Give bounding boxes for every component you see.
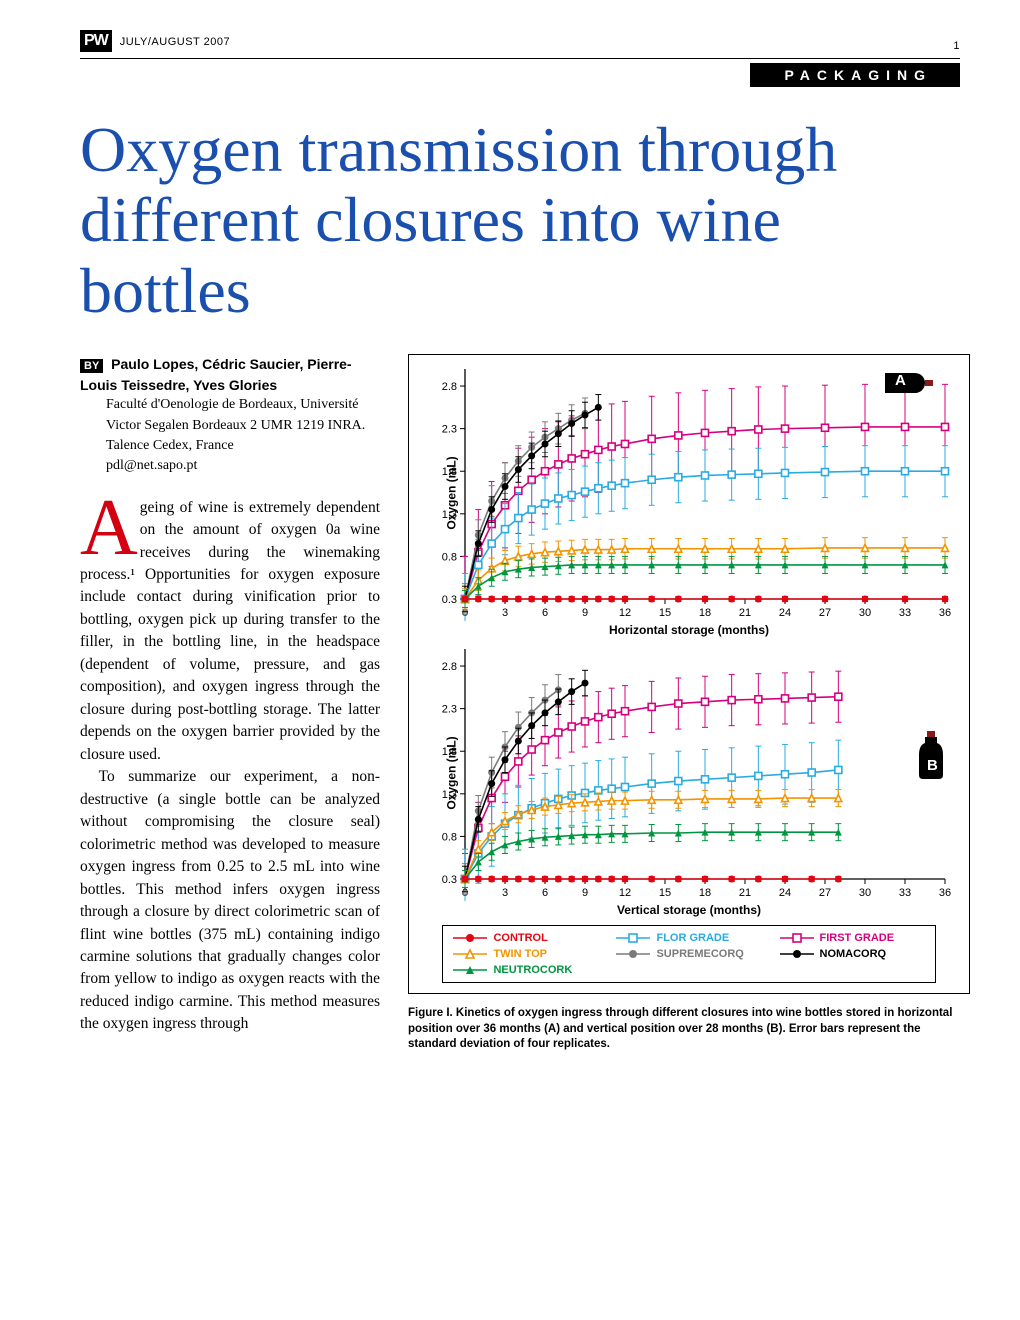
svg-text:33: 33 bbox=[899, 607, 911, 619]
svg-text:33: 33 bbox=[899, 887, 911, 899]
svg-text:2.3: 2.3 bbox=[442, 424, 457, 436]
svg-text:27: 27 bbox=[819, 607, 831, 619]
legend-item-nomacorq: NOMACORQ bbox=[780, 948, 925, 960]
svg-text:21: 21 bbox=[739, 887, 751, 899]
legend-item-supreme: SUPREMECORQ bbox=[616, 948, 761, 960]
svg-text:0.3: 0.3 bbox=[442, 594, 457, 606]
y-axis-label-B: Oxygen (mL) bbox=[445, 737, 459, 810]
legend-item-twintop: TWIN TOP bbox=[453, 948, 598, 960]
by-badge: BY bbox=[80, 359, 103, 373]
legend-item-flor: FLOR GRADE bbox=[616, 932, 761, 944]
svg-text:12: 12 bbox=[619, 607, 631, 619]
svg-text:24: 24 bbox=[779, 887, 791, 899]
legend-item-neutrocork: NEUTROCORK bbox=[453, 964, 598, 976]
x-axis-label-A: Horizontal storage (months) bbox=[421, 623, 957, 637]
svg-text:30: 30 bbox=[859, 887, 871, 899]
svg-text:2.8: 2.8 bbox=[442, 381, 457, 393]
legend-item-control: CONTROL bbox=[453, 932, 598, 944]
svg-text:27: 27 bbox=[819, 887, 831, 899]
masthead: PW JULY/AUGUST 2007 1 bbox=[80, 30, 960, 52]
svg-text:21: 21 bbox=[739, 607, 751, 619]
svg-text:15: 15 bbox=[659, 887, 671, 899]
svg-text:0.8: 0.8 bbox=[442, 832, 457, 844]
y-axis-label-A: Oxygen (mL) bbox=[445, 457, 459, 530]
svg-text:6: 6 bbox=[542, 607, 548, 619]
pw-logo: PW bbox=[80, 30, 112, 52]
dropcap: A bbox=[80, 497, 140, 559]
svg-text:0.8: 0.8 bbox=[442, 552, 457, 564]
x-axis-label-B: Vertical storage (months) bbox=[421, 903, 957, 917]
issue-date: JULY/AUGUST 2007 bbox=[120, 36, 230, 48]
panel-badge-B: B bbox=[917, 725, 945, 779]
affiliation-1: Faculté d'Oenologie de Bordeaux, Univers… bbox=[80, 395, 380, 436]
svg-text:18: 18 bbox=[699, 887, 711, 899]
svg-text:12: 12 bbox=[619, 887, 631, 899]
figure-1: Oxygen (mL) 0.30.81.31.82.32.80369121518… bbox=[408, 354, 970, 994]
svg-text:36: 36 bbox=[939, 607, 951, 619]
svg-text:30: 30 bbox=[859, 607, 871, 619]
author-email: pdl@net.sapo.pt bbox=[80, 456, 380, 476]
page-number: 1 bbox=[953, 40, 960, 52]
chart-panel-A: 0.30.81.31.82.32.80369121518212427303336 bbox=[421, 365, 957, 621]
svg-text:36: 36 bbox=[939, 887, 951, 899]
panel-badge-A: A bbox=[885, 369, 933, 395]
svg-text:0.3: 0.3 bbox=[442, 874, 457, 886]
svg-text:3: 3 bbox=[502, 887, 508, 899]
byline: BY Paulo Lopes, Cédric Saucier, Pierre-L… bbox=[80, 354, 380, 476]
figure-caption: Figure I. Kinetics of oxygen ingress thr… bbox=[408, 1006, 970, 1053]
body-text: Ageing of wine is extremely dependent on… bbox=[80, 497, 380, 1036]
legend: CONTROL FLOR GRADE FIRST GRADE TWIN TOP … bbox=[442, 925, 935, 983]
affiliation-2: Talence Cedex, France bbox=[80, 436, 380, 456]
authors: Paulo Lopes, Cédric Saucier, Pierre-Loui… bbox=[80, 356, 352, 393]
svg-text:24: 24 bbox=[779, 607, 791, 619]
svg-text:6: 6 bbox=[542, 887, 548, 899]
legend-item-first: FIRST GRADE bbox=[780, 932, 925, 944]
headline: Oxygen transmission through different cl… bbox=[80, 115, 960, 326]
svg-text:3: 3 bbox=[502, 607, 508, 619]
svg-text:18: 18 bbox=[699, 607, 711, 619]
svg-text:9: 9 bbox=[582, 887, 588, 899]
svg-text:15: 15 bbox=[659, 607, 671, 619]
top-rule bbox=[80, 58, 960, 59]
svg-text:2.3: 2.3 bbox=[442, 704, 457, 716]
svg-text:9: 9 bbox=[582, 607, 588, 619]
svg-text:2.8: 2.8 bbox=[442, 661, 457, 673]
paragraph-2: To summarize our experiment, a non-destr… bbox=[80, 766, 380, 1036]
section-tag: PACKAGING bbox=[750, 63, 960, 87]
chart-panel-B: 0.30.81.31.82.32.80369121518212427303336 bbox=[421, 645, 957, 901]
